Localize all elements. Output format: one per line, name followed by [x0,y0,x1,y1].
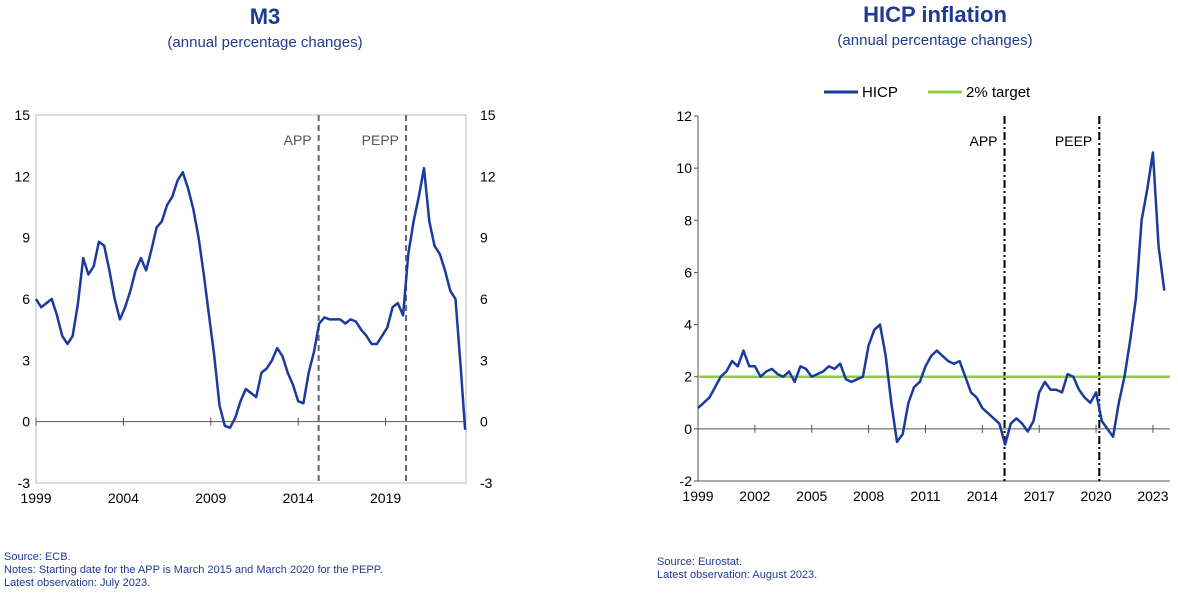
x-tick-label: 2002 [739,488,770,504]
m3-chart-title: M3 [249,4,281,29]
hicp-chart-notes: Source: Eurostat. Latest observation: Au… [657,556,817,582]
series-line [34,166,467,430]
x-tick-label: 2023 [1137,488,1168,504]
x-tick-label: 1999 [682,488,713,504]
y-tick-label-right: 0 [480,414,488,430]
y-tick-label: 0 [22,414,30,430]
programme-marker-label: APP [284,132,312,148]
m3-source-note: Source: ECB. [4,551,71,563]
y-tick-label: 6 [684,264,692,280]
x-tick-label: 2017 [1024,488,1055,504]
x-tick-label: 2011 [910,488,940,504]
m3-starting-date-note: Notes: Starting date for the APP is Marc… [4,564,383,576]
x-tick-label: 2008 [853,488,884,504]
programme-marker-label: APP [970,133,998,149]
y-tick-label: 8 [684,212,692,228]
y-tick-label: 9 [22,230,30,246]
y-tick-label: 15 [14,107,30,123]
y-tick-label-right: 6 [480,291,488,307]
y-tick-label: 10 [676,160,692,176]
series-line [697,151,1166,446]
y-tick-label: 2 [684,369,692,385]
y-tick-label-right: 15 [480,107,496,123]
x-tick-label: 2020 [1080,488,1111,504]
plot-frame [35,114,467,484]
programme-marker-label: PEEP [1055,133,1092,149]
m3-chart-notes: Source: ECB. Notes: Starting date for th… [4,551,383,590]
x-tick-label: 2004 [108,490,139,506]
y-tick-label: 3 [22,352,30,368]
programme-marker-label: PEPP [362,132,399,148]
x-tick-label: 2009 [195,490,226,506]
y-tick-label: 12 [676,108,692,124]
y-tick-label-right: 12 [480,168,496,184]
legend-label: HICP [862,84,898,101]
hicp-source-note: Source: Eurostat. [657,556,742,568]
x-tick-label: 2019 [370,490,401,506]
m3-chart: -3 -3 0 0 3 3 6 6 9 9 12 12 15 15 1999 2004 2009 2014 2019… [14,107,496,506]
y-tick-label-right: 3 [480,352,488,368]
y-tick-label: -2 [680,473,693,489]
x-tick-label: 1999 [20,490,51,506]
y-tick-label-right: -3 [480,475,493,491]
y-tick-label: 0 [684,421,692,437]
hicp-chart-title: HICP inflation [863,2,1007,27]
hicp-chart-subtitle: (annual percentage changes) [837,32,1033,49]
m3-chart-subtitle: (annual percentage changes) [167,34,363,51]
y-tick-label: 4 [684,317,692,333]
legend: HICP 2% target [824,84,1031,101]
x-tick-label: 2014 [283,490,314,506]
x-tick-label: 2005 [796,488,827,504]
y-tick-label: -3 [18,475,31,491]
x-tick-label: 2014 [967,488,998,504]
legend-label: 2% target [966,84,1031,101]
y-tick-label: 6 [22,291,30,307]
y-tick-label-right: 9 [480,230,488,246]
m3-latest-observation-note: Latest observation: July 2023. [4,577,151,589]
y-tick-label: 12 [14,168,30,184]
hicp-chart: -2 0 2 4 6 8 10 12 1999 2002 2005 2008 2011 2014 2017 2… [676,84,1170,504]
hicp-latest-observation-note: Latest observation: August 2023. [657,569,818,581]
